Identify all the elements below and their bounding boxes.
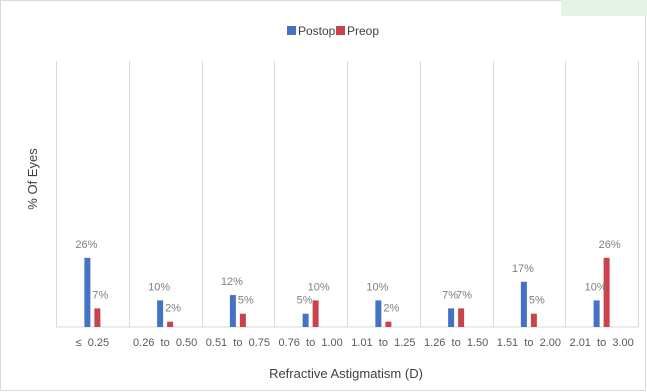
x-axis-title: Refractive Astigmatism (D) (269, 366, 423, 381)
data-label-postop: 10% (148, 281, 170, 293)
data-label-postop: 17% (512, 263, 534, 275)
bar-postop (229, 295, 236, 327)
data-label-postop: 12% (221, 276, 243, 288)
x-tick-label: 1.26 to 1.50 (424, 337, 488, 349)
x-tick-label: 0.51 to 0.75 (206, 337, 270, 349)
data-label-preop: 2% (165, 303, 181, 315)
bar-preop (312, 300, 319, 327)
data-label-postop: 26% (75, 239, 97, 251)
data-label-preop: 10% (308, 281, 330, 293)
data-label-postop: 10% (366, 281, 388, 293)
legend: Postop Preop (287, 24, 379, 38)
data-label-preop: 5% (238, 295, 254, 307)
bars (84, 257, 610, 327)
x-tick-label: 2.01 to 3.00 (570, 337, 634, 349)
y-axis-title: % Of Eyes (25, 148, 40, 210)
bar-preop (239, 313, 246, 327)
bar-postop (448, 308, 455, 327)
bar-postop (157, 300, 164, 327)
x-tick-labels: ≤ 0.25 0.26 to 0.50 0.51 to 0.75 0.76 to 1.… (76, 337, 634, 349)
bar-preop (603, 257, 610, 327)
corner-accent (561, 0, 647, 16)
legend-label-postop: Postop (298, 24, 336, 38)
legend-label-preop: Preop (347, 24, 379, 38)
data-label-preop: 26% (599, 239, 621, 251)
bar-preop (385, 321, 392, 327)
data-label-preop: 2% (383, 303, 399, 315)
bar-postop (593, 300, 600, 327)
bar-preop (94, 308, 101, 327)
data-label-preop: 7% (456, 289, 472, 301)
gridlines (56, 61, 639, 327)
x-tick-label: 0.76 to 1.00 (279, 337, 343, 349)
x-tick-label: 1.01 to 1.25 (351, 337, 415, 349)
data-label-preop: 5% (529, 295, 545, 307)
bar-postop (520, 281, 527, 327)
data-label-postop: 7% (442, 289, 458, 301)
legend-swatch-postop (287, 26, 296, 35)
bar-preop (530, 313, 537, 327)
data-label-postop: 5% (297, 295, 313, 307)
bar-postop (84, 257, 91, 327)
data-label-preop: 7% (92, 289, 108, 301)
bar-preop (167, 321, 174, 327)
x-tick-label: 0.26 to 0.50 (133, 337, 197, 349)
legend-swatch-preop (336, 26, 345, 35)
bar-postop (302, 313, 309, 327)
x-tick-label: ≤ 0.25 (76, 337, 110, 349)
data-label-postop: 10% (585, 281, 607, 293)
bar-preop (458, 308, 465, 327)
x-tick-label: 1.51 to 2.00 (497, 337, 561, 349)
data-labels: 26%7%10%2%12%5% 5%10% 10%2%7%7%17%5%10%26% (75, 239, 620, 315)
bar-postop (375, 300, 382, 327)
